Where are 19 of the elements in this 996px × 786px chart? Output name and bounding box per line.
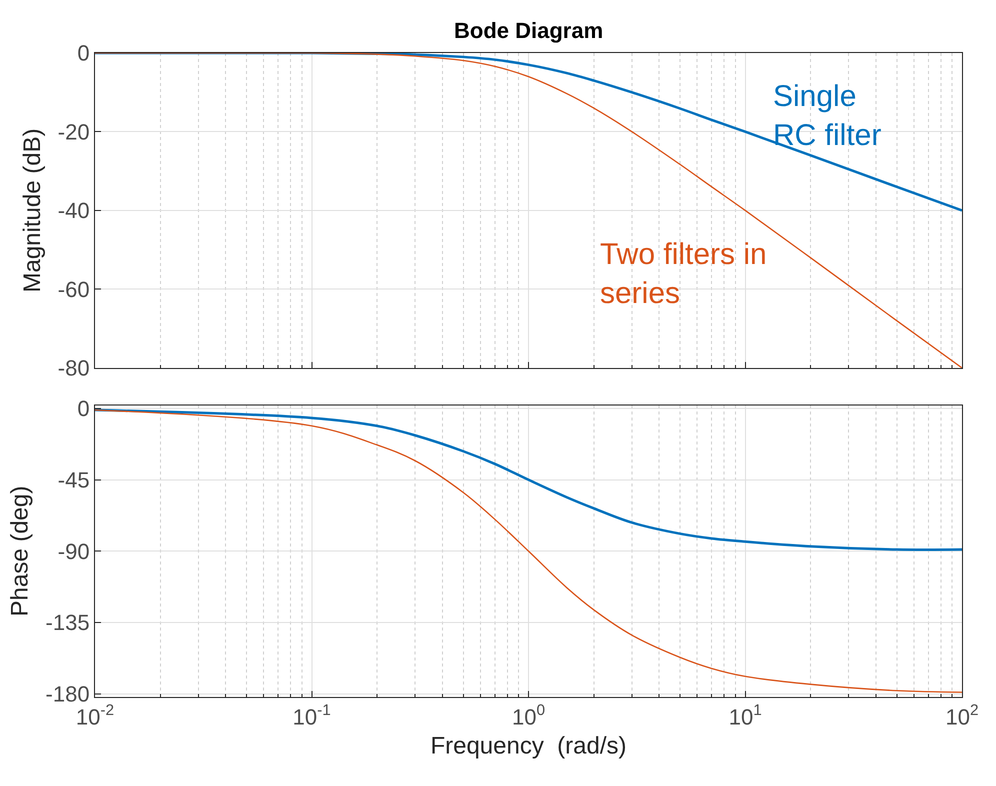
y-tick-label: -45: [58, 467, 90, 492]
x-axis-title: Frequency (rad/s): [430, 732, 627, 760]
y-tick-label: -90: [58, 538, 90, 564]
x-tick-label: 10$^{1}$: [728, 702, 762, 730]
y-tick-label: -60: [58, 276, 90, 302]
series-label: Single RC filter: [773, 80, 882, 152]
chart-title: Bode Diagram: [454, 18, 604, 43]
y-axis-title: Phase (deg): [6, 486, 34, 617]
y-axis-title: Magnitude (dB): [18, 128, 46, 293]
x-tick-label: 10$^{-1}$: [292, 702, 331, 730]
x-tick-label: 10$^{2}$: [945, 702, 979, 730]
y-tick-label: -80: [58, 356, 90, 381]
y-tick-label: -135: [46, 610, 90, 636]
series-label: Two filters in series: [600, 238, 767, 310]
y-tick-label: -40: [58, 198, 90, 224]
y-tick-label: 0: [77, 40, 90, 66]
y-tick-label: 0: [77, 396, 90, 422]
y-tick-label: -20: [58, 119, 90, 144]
x-tick-label: 10$^{0}$: [512, 702, 546, 730]
